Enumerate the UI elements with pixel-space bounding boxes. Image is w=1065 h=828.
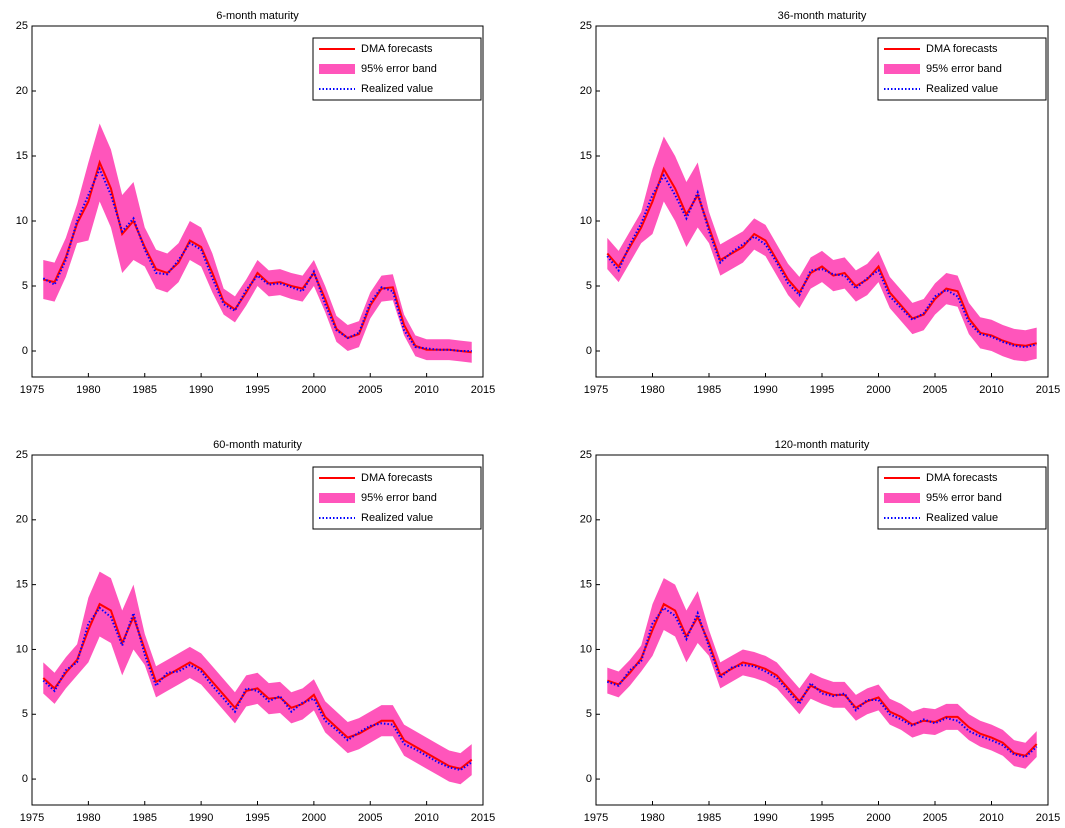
x-tick-label: 1995	[245, 384, 269, 396]
legend-label: DMA forecasts	[361, 472, 433, 484]
y-tick-label: 5	[586, 280, 592, 292]
legend-label: Realized value	[926, 512, 998, 524]
y-tick-label: 25	[16, 20, 28, 32]
chart-title: 60-month maturity	[213, 439, 302, 451]
y-tick-label: 15	[580, 579, 592, 591]
x-tick-label: 2015	[1036, 384, 1060, 396]
x-tick-label: 2010	[414, 812, 438, 824]
y-tick-label: 10	[580, 643, 592, 655]
forecast-line	[43, 159, 472, 354]
legend-label: 95% error band	[926, 492, 1002, 504]
realized-line	[42, 606, 473, 772]
y-tick-label: 20	[580, 85, 592, 97]
x-tick-label: 2005	[923, 812, 947, 824]
y-tick-label: 5	[586, 708, 592, 720]
realized-line	[606, 173, 1037, 349]
forecast-line	[606, 166, 1037, 347]
x-tick-label: 1975	[20, 384, 44, 396]
chart-title: 120-month maturity	[775, 439, 870, 451]
x-tick-label: 1975	[20, 812, 44, 824]
realized-line	[42, 166, 472, 352]
x-tick-label: 2015	[471, 812, 495, 824]
legend-label: 95% error band	[926, 63, 1002, 75]
x-tick-label: 1975	[584, 812, 608, 824]
x-tick-label: 1985	[133, 812, 157, 824]
x-tick-label: 2005	[358, 384, 382, 396]
x-tick-label: 2010	[979, 384, 1003, 396]
y-tick-label: 0	[586, 345, 592, 357]
legend-label: DMA forecasts	[361, 43, 433, 55]
x-tick-label: 1990	[189, 812, 213, 824]
x-tick-label: 1975	[584, 384, 608, 396]
x-tick-label: 1995	[245, 812, 269, 824]
y-tick-label: 0	[22, 773, 28, 785]
y-tick-label: 25	[16, 449, 28, 461]
x-tick-label: 1980	[76, 812, 100, 824]
y-tick-label: 20	[580, 514, 592, 526]
y-tick-label: 25	[580, 20, 592, 32]
realized-line	[606, 606, 1038, 759]
y-tick-label: 25	[580, 449, 592, 461]
y-tick-label: 15	[16, 579, 28, 591]
legend-label: Realized value	[361, 512, 433, 524]
x-tick-label: 1980	[640, 384, 664, 396]
x-tick-label: 1995	[810, 384, 834, 396]
forecast-line	[42, 602, 473, 770]
y-tick-label: 20	[16, 85, 28, 97]
forecast-line	[606, 602, 1038, 757]
y-tick-label: 5	[22, 280, 28, 292]
x-tick-label: 1995	[810, 812, 834, 824]
x-tick-label: 2015	[1036, 812, 1060, 824]
y-tick-label: 0	[586, 773, 592, 785]
legend-label: 95% error band	[361, 63, 437, 75]
x-tick-label: 1985	[697, 812, 721, 824]
x-tick-label: 2005	[923, 384, 947, 396]
x-tick-label: 1990	[753, 384, 777, 396]
x-tick-label: 1980	[76, 384, 100, 396]
x-tick-label: 1985	[697, 384, 721, 396]
chart-title: 6-month maturity	[216, 10, 299, 22]
x-tick-label: 2000	[866, 812, 890, 824]
x-tick-label: 1990	[189, 384, 213, 396]
x-tick-label: 1980	[640, 812, 664, 824]
x-tick-label: 2005	[358, 812, 382, 824]
legend-label: DMA forecasts	[926, 43, 998, 55]
y-tick-label: 10	[580, 215, 592, 227]
y-tick-label: 15	[580, 150, 592, 162]
y-tick-label: 0	[22, 345, 28, 357]
x-tick-label: 2010	[414, 384, 438, 396]
x-tick-label: 2010	[979, 812, 1003, 824]
y-tick-label: 5	[22, 708, 28, 720]
legend-label: Realized value	[361, 83, 433, 95]
y-tick-label: 20	[16, 514, 28, 526]
legend-label: 95% error band	[361, 492, 437, 504]
y-tick-label: 10	[16, 215, 28, 227]
y-tick-label: 10	[16, 643, 28, 655]
x-tick-label: 2000	[866, 384, 890, 396]
y-tick-label: 15	[16, 150, 28, 162]
x-tick-label: 2015	[471, 384, 495, 396]
x-tick-label: 2000	[302, 812, 326, 824]
x-tick-label: 1990	[753, 812, 777, 824]
error-band	[43, 123, 472, 363]
legend-label: Realized value	[926, 83, 998, 95]
chart-title: 36-month maturity	[778, 10, 867, 22]
x-tick-label: 1985	[133, 384, 157, 396]
legend-label: DMA forecasts	[926, 472, 998, 484]
x-tick-label: 2000	[302, 384, 326, 396]
